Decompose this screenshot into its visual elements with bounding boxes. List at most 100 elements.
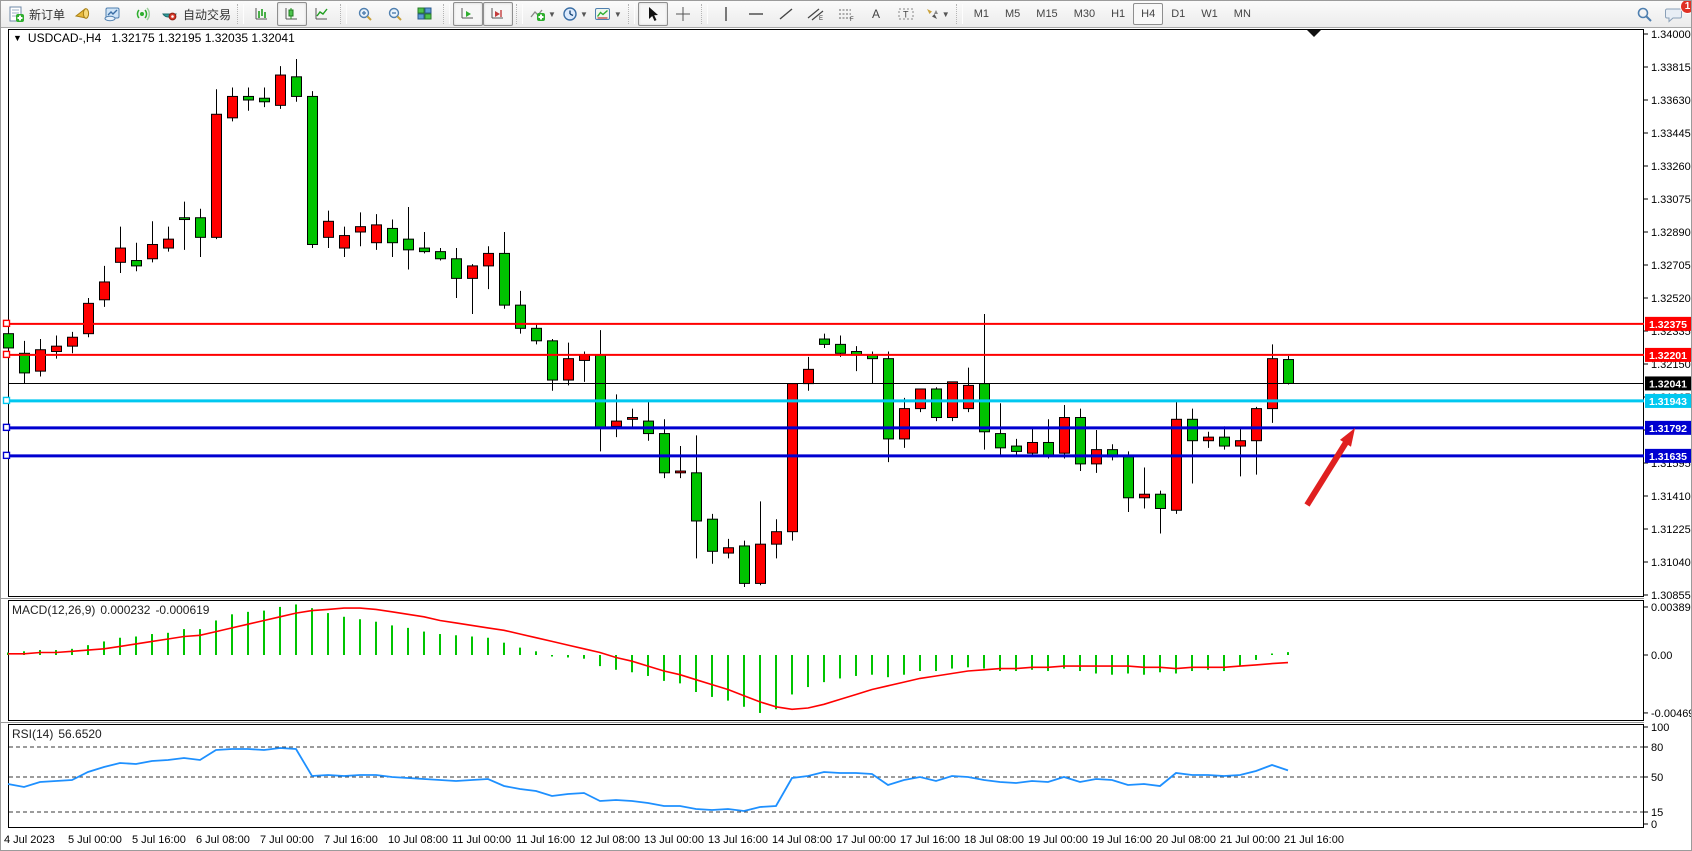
- one-click-trading-toggle[interactable]: ▼: [13, 33, 22, 43]
- auto-trading-button[interactable]: 自动交易: [158, 2, 234, 26]
- bull-candle: [803, 368, 814, 385]
- cursor-tool-button[interactable]: [637, 2, 668, 26]
- signals-button[interactable]: [128, 2, 158, 26]
- time-axis-label: 19 Jul 00:00: [1028, 834, 1088, 846]
- tile-windows-button[interactable]: [410, 2, 440, 26]
- bar-chart-mode-button[interactable]: [247, 2, 277, 26]
- time-axis-label: 10 Jul 08:00: [388, 834, 448, 846]
- chart-shift-marker[interactable]: [1307, 30, 1321, 37]
- rsi-axis-label: 50: [1651, 772, 1663, 784]
- trendline-icon: [779, 8, 793, 20]
- search-button[interactable]: [1629, 2, 1659, 26]
- clock-icon: [563, 7, 577, 21]
- vertical-line-tool-button[interactable]: [711, 2, 741, 26]
- toolbar-separator: [627, 4, 635, 24]
- price-badge: [1645, 376, 1691, 391]
- macd-axis-label: 0.003895: [1651, 602, 1692, 614]
- chart-window-button[interactable]: [98, 2, 128, 26]
- trendline-tool-button[interactable]: [771, 2, 801, 26]
- bear-candle: [499, 252, 510, 306]
- zoom-out-button[interactable]: [380, 2, 410, 26]
- macd-axis-label: 0.00: [1651, 650, 1672, 662]
- line-handle[interactable]: [2, 396, 11, 405]
- price-axis-label: 1.32520: [1651, 293, 1691, 305]
- tab-timeframe-MN[interactable]: MN: [1233, 8, 1251, 20]
- auto-scroll-button[interactable]: [453, 2, 484, 26]
- toolbar: 新订单 自动交易: [1, 1, 1691, 28]
- line-handle[interactable]: [2, 423, 11, 432]
- text-label-tool-button[interactable]: T: [891, 2, 921, 26]
- periods-button[interactable]: ▼: [559, 2, 591, 26]
- auto-scroll-icon: [461, 8, 474, 19]
- toolbar-separator: [955, 4, 963, 24]
- tab-timeframe-H4[interactable]: H4: [1133, 3, 1164, 25]
- bull-candle: [787, 383, 798, 533]
- time-axis-label: 4 Jul 2023: [4, 834, 55, 846]
- bear-candle: [819, 338, 830, 345]
- arrow-annotation[interactable]: [1304, 428, 1355, 507]
- vertical-line-icon: [725, 7, 727, 21]
- bear-candle: [291, 76, 302, 97]
- line-handle[interactable]: [2, 350, 11, 359]
- bull-candle: [1171, 418, 1182, 511]
- svg-text:F: F: [850, 17, 854, 22]
- channel-icon: E: [807, 8, 824, 22]
- crosshair-tool-button[interactable]: [668, 2, 698, 26]
- templates-button[interactable]: ▼: [591, 2, 625, 26]
- bear-candle: [259, 97, 270, 103]
- bull-candle: [899, 408, 910, 440]
- arrow-objects-button[interactable]: ▼: [921, 2, 953, 26]
- tab-timeframe-W1[interactable]: W1: [1201, 8, 1218, 20]
- bull-candle: [755, 543, 766, 584]
- indicators-button[interactable]: ▼: [526, 2, 559, 26]
- bull-candle: [35, 349, 46, 372]
- line-chart-mode-button[interactable]: [307, 2, 337, 26]
- time-axis-label: 21 Jul 00:00: [1220, 834, 1280, 846]
- bear-candle: [707, 518, 718, 552]
- notifications-button[interactable]: 1: [1659, 1, 1691, 26]
- price-badge: [1645, 448, 1691, 463]
- tile-windows-icon: [417, 7, 432, 20]
- new-order-label: 新订单: [29, 7, 66, 22]
- bear-candle: [1043, 441, 1054, 456]
- rsi-line: [7, 747, 1289, 812]
- bear-candle: [1187, 418, 1198, 442]
- line-handle[interactable]: [2, 451, 11, 460]
- fibonacci-tool-button[interactable]: F: [831, 2, 861, 26]
- candlestick-mode-button[interactable]: [277, 2, 308, 26]
- price-badge-label: 1.32201: [1649, 350, 1687, 362]
- bull-candle: [99, 281, 110, 301]
- horizontal-line-tool-button[interactable]: [741, 2, 771, 26]
- macd-axis-label: -0.004699: [1651, 708, 1692, 720]
- bull-candle: [627, 417, 638, 420]
- equidistant-channel-tool-button[interactable]: E: [801, 2, 831, 26]
- line-handle[interactable]: [2, 319, 11, 328]
- tab-timeframe-M1[interactable]: M1: [973, 8, 989, 20]
- tab-timeframe-M30[interactable]: M30: [1073, 8, 1096, 20]
- rsi-axis-label: 80: [1651, 742, 1663, 754]
- market-watch-button[interactable]: [68, 2, 98, 26]
- tab-timeframe-D1[interactable]: D1: [1171, 8, 1186, 20]
- bear-candle: [1123, 456, 1134, 499]
- text-tool-button[interactable]: A: [861, 2, 891, 26]
- bull-candle: [355, 226, 366, 233]
- bull-candle: [371, 224, 382, 244]
- zoom-in-button[interactable]: [350, 2, 380, 26]
- bear-candle: [1219, 436, 1230, 447]
- tab-timeframe-M15[interactable]: M15: [1036, 8, 1058, 20]
- bear-candle: [451, 258, 462, 279]
- price-badge: [1645, 316, 1691, 331]
- chart-canvas[interactable]: 1.34000 1.33815 1.33630 1.33445 1.33260 1.330…: [1, 28, 1692, 851]
- new-order-button[interactable]: 新订单: [5, 2, 68, 26]
- chart-shift-button[interactable]: [483, 2, 514, 26]
- time-axis-label: 5 Jul 00:00: [68, 834, 122, 846]
- bear-candle: [531, 327, 542, 342]
- tab-timeframe-H1[interactable]: H1: [1111, 8, 1126, 20]
- tab-timeframe-M5[interactable]: M5: [1005, 8, 1021, 20]
- time-axis[interactable]: 4 Jul 2023 5 Jul 00:00 5 Jul 16:00 6 Jul 08…: [4, 834, 1344, 846]
- toolbar-separator: [237, 4, 245, 24]
- cursor-arrow-icon: [648, 7, 658, 21]
- bull-candle: [467, 265, 478, 279]
- bull-candle: [483, 252, 494, 267]
